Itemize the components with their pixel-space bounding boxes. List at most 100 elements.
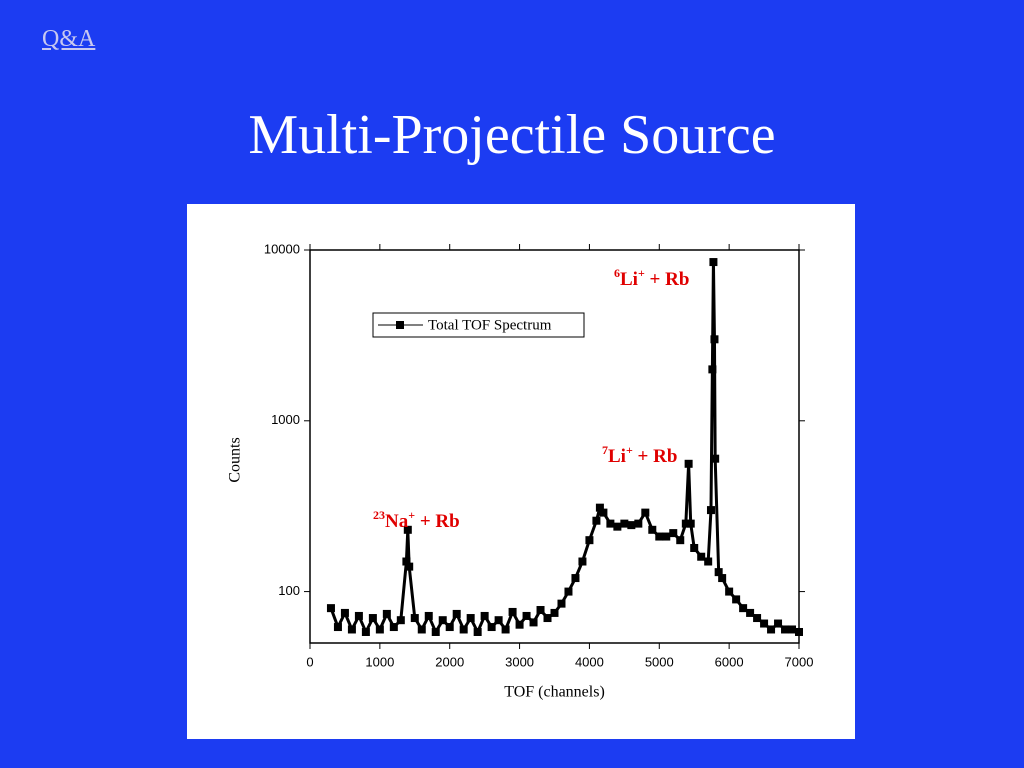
annotation-mass: 7	[602, 443, 608, 457]
annotation-mass: 6	[614, 266, 620, 280]
data-point	[718, 574, 727, 583]
data-point	[382, 609, 391, 618]
data-point	[459, 625, 468, 634]
data-point	[536, 606, 545, 615]
peak-annotation: 23Na+ + Rb	[373, 508, 460, 533]
data-point	[732, 595, 741, 604]
annotation-partner: + Rb	[415, 511, 460, 532]
legend-marker	[396, 321, 404, 329]
data-point	[708, 365, 717, 374]
data-point	[564, 587, 573, 596]
annotation-mass: 23	[373, 508, 385, 522]
data-point	[410, 614, 419, 623]
data-point	[522, 611, 531, 620]
y-tick-label: 100	[278, 583, 300, 598]
data-point	[620, 519, 629, 528]
data-point	[606, 519, 615, 528]
data-point	[333, 623, 342, 632]
data-point	[595, 503, 604, 512]
chart: 0 1000 2000 3000 4000 5000 6000 7000 100 1000 1000…	[227, 241, 814, 700]
x-tick-label: 3000	[505, 654, 534, 669]
x-tick-label: 6000	[715, 654, 744, 669]
data-point	[543, 614, 552, 623]
data-point	[641, 508, 650, 517]
data-point	[706, 506, 715, 515]
data-point	[676, 536, 685, 545]
data-point	[529, 618, 538, 627]
annotation-ion: Na	[385, 511, 409, 532]
y-tick-label: 1000	[271, 412, 300, 427]
data-point	[389, 623, 398, 632]
data-point	[686, 519, 695, 528]
data-point	[760, 619, 769, 628]
data-point	[445, 623, 454, 632]
data-point	[710, 335, 719, 344]
data-point	[452, 609, 461, 618]
y-tick-label: 10000	[264, 241, 300, 256]
data-point	[681, 519, 690, 528]
chart-panel: 0 1000 2000 3000 4000 5000 6000 7000 100 1000 1000…	[187, 204, 855, 739]
data-point	[709, 258, 718, 267]
x-tick-label: 5000	[645, 654, 674, 669]
peak-annotation: 6Li+ + Rb	[614, 266, 689, 291]
data-point	[788, 625, 797, 634]
data-point	[767, 625, 776, 634]
data-point	[578, 557, 587, 566]
data-point	[438, 616, 447, 625]
data-point	[781, 625, 790, 634]
peak-annotation: 7Li+ + Rb	[602, 443, 677, 468]
data-point	[361, 627, 370, 636]
data-point	[487, 623, 496, 632]
annotation-ion: Li	[608, 446, 626, 467]
data-point	[326, 604, 335, 613]
data-point	[669, 529, 678, 538]
data-point	[714, 568, 723, 577]
x-tick-label: 2000	[435, 654, 464, 669]
data-point	[599, 508, 608, 517]
data-point	[697, 552, 706, 561]
data-point	[704, 557, 713, 566]
x-tick-label: 1000	[365, 654, 394, 669]
data-point	[613, 522, 622, 531]
data-point	[396, 616, 405, 625]
x-tick-label: 0	[306, 654, 313, 669]
data-point	[375, 625, 384, 634]
data-point	[368, 614, 377, 623]
data-point	[402, 557, 411, 566]
data-point	[354, 611, 363, 620]
data-point	[684, 459, 693, 468]
data-point	[585, 536, 594, 545]
x-tick-label: 7000	[785, 654, 814, 669]
data-point	[648, 525, 657, 534]
data-point	[417, 625, 426, 634]
data-point	[592, 516, 601, 525]
data-point	[424, 611, 433, 620]
data-point	[494, 616, 503, 625]
data-point	[725, 587, 734, 596]
data-point	[753, 614, 762, 623]
data-point	[795, 627, 803, 636]
data-point	[711, 454, 720, 463]
data-point	[480, 611, 489, 620]
slide-title: Multi-Projectile Source	[248, 104, 776, 166]
data-point	[508, 607, 517, 616]
data-point	[473, 627, 482, 636]
data-point	[405, 562, 414, 571]
data-point	[655, 532, 664, 541]
data-point	[690, 543, 699, 552]
data-point	[739, 604, 748, 613]
annotation-partner: + Rb	[645, 269, 690, 290]
data-point	[746, 608, 755, 617]
y-axis-title: Counts	[227, 437, 244, 482]
data-point	[774, 619, 783, 628]
data-point	[550, 608, 559, 617]
data-point	[557, 599, 566, 608]
nav-link[interactable]: Q&A	[42, 26, 96, 52]
data-point	[662, 532, 671, 541]
data-point	[571, 574, 580, 583]
x-tick-label: 4000	[575, 654, 604, 669]
annotation-charge: +	[408, 508, 415, 522]
data-point	[634, 519, 643, 528]
annotation-ion: Li	[620, 269, 638, 290]
